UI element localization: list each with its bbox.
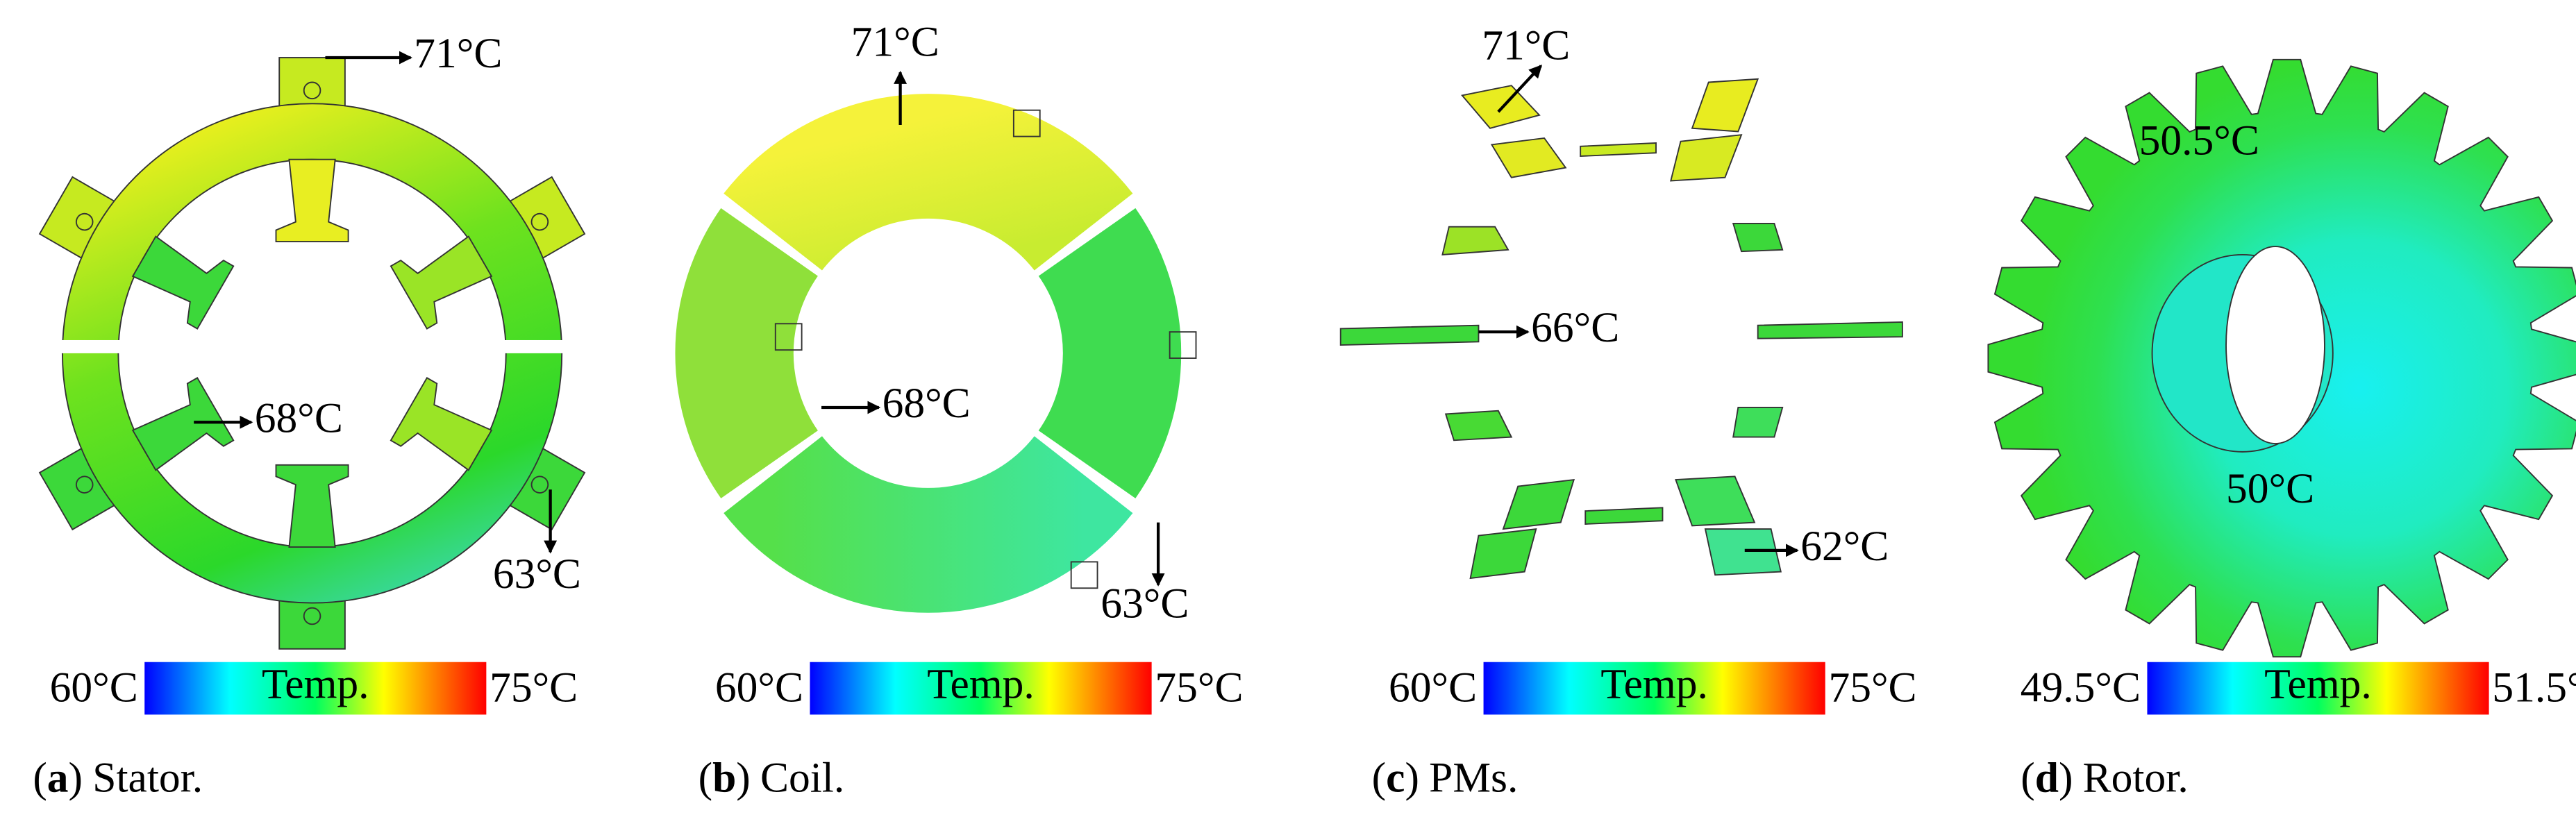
colorbar-min: 60°C: [1389, 664, 1477, 711]
annotation: 71°C: [1482, 22, 1570, 69]
caption: (d) Rotor.: [2021, 755, 2188, 802]
caption-close: ): [1405, 755, 1419, 802]
stator-hole: [303, 607, 321, 625]
annotation: 68°C: [883, 380, 971, 427]
colorbar: [144, 662, 487, 715]
colorbar-title: Temp.: [927, 661, 1035, 708]
colorbar-max: 75°C: [1828, 664, 1916, 711]
caption: (c) PMs.: [1372, 755, 1519, 802]
annotation: 63°C: [1101, 580, 1189, 628]
pm-magnet: [1339, 324, 1480, 346]
caption: (a) Stator.: [33, 755, 203, 802]
annotation: 62°C: [1800, 523, 1889, 570]
coil-detail: [1070, 561, 1098, 589]
coil-bottom: [724, 435, 1133, 613]
pm-magnet: [1502, 478, 1575, 530]
annotation: 50.5°C: [2139, 117, 2259, 165]
pm-magnet: [1584, 507, 1664, 525]
caption-open: (: [1372, 755, 1386, 802]
stator-tooth: [390, 376, 493, 471]
stator-hole: [75, 476, 94, 494]
pm-magnet: [1757, 321, 1903, 339]
pm-magnet: [1461, 85, 1541, 129]
stator-tooth: [275, 464, 349, 548]
colorbar-max: 75°C: [490, 664, 578, 711]
coil-detail: [774, 323, 803, 351]
colorbar-min: 60°C: [715, 664, 803, 711]
stator-tooth: [275, 158, 349, 242]
colorbar: [1483, 662, 1825, 715]
colorbar-max: 51.5°C: [2492, 664, 2576, 711]
pm-magnet: [1490, 137, 1567, 178]
caption-text: Rotor.: [2083, 755, 2189, 802]
rotor-hole: [2225, 246, 2325, 444]
coil-detail: [1012, 109, 1041, 137]
annotation: 50°C: [2226, 465, 2314, 512]
colorbar-min: 49.5°C: [2021, 664, 2141, 711]
pm-magnet: [1732, 223, 1784, 253]
caption-close: ): [2059, 755, 2073, 802]
pm-magnet: [1675, 476, 1756, 527]
stator-slit: [57, 339, 124, 353]
coil-left: [675, 208, 819, 498]
coil-right: [1037, 208, 1182, 498]
colorbar-title: Temp.: [262, 661, 369, 708]
colorbar-title: Temp.: [2264, 661, 2372, 708]
pm-magnet: [1732, 407, 1784, 438]
colorbar: [2147, 662, 2489, 715]
coil-top: [724, 94, 1133, 271]
caption-open: (: [2021, 755, 2034, 802]
caption-tag: b: [712, 755, 736, 802]
caption-close: ): [736, 755, 750, 802]
caption-close: ): [69, 755, 83, 802]
pm-magnet: [1691, 78, 1759, 133]
stator-hole: [530, 212, 549, 231]
labels: 71°C68°C63°C60°C Temp. 75°C(a) Stator.71°C6…: [33, 19, 2576, 802]
colorbar: [810, 662, 1152, 715]
colorbar-min: 60°C: [50, 664, 138, 711]
pm-magnet: [1704, 528, 1782, 576]
renderings: [38, 57, 2576, 658]
annotation: 63°C: [493, 550, 581, 598]
stator-hole: [75, 212, 94, 231]
stator-tooth: [131, 235, 235, 330]
caption-tag: c: [1386, 755, 1405, 802]
annotation: 68°C: [255, 394, 343, 441]
pm-magnet: [1444, 410, 1513, 441]
caption-open: (: [699, 755, 712, 802]
pm-magnet: [1670, 134, 1743, 182]
caption-text: PMs.: [1429, 755, 1518, 802]
stator-slit: [501, 339, 567, 353]
colorbar-max: 75°C: [1155, 664, 1243, 711]
annotation: 71°C: [414, 30, 502, 77]
caption-tag: a: [47, 755, 69, 802]
caption-text: Coil.: [760, 755, 844, 802]
caption-tag: d: [2035, 755, 2059, 802]
coil-detail: [1169, 331, 1197, 359]
pm-magnet: [1469, 528, 1537, 580]
annotation: 66°C: [1531, 304, 1619, 351]
stator-hole: [303, 81, 321, 100]
annotation: 71°C: [851, 19, 939, 66]
stator-tooth: [131, 376, 235, 471]
stator-tooth: [390, 235, 493, 330]
pm-magnet: [1580, 142, 1657, 157]
caption-text: Stator.: [92, 755, 203, 802]
colorbar-title: Temp.: [1600, 661, 1708, 708]
annotation-arrow: [1497, 65, 1542, 113]
caption-open: (: [33, 755, 47, 802]
stator-hole: [530, 476, 549, 494]
caption: (b) Coil.: [699, 755, 845, 802]
pm-magnet: [1441, 226, 1509, 255]
